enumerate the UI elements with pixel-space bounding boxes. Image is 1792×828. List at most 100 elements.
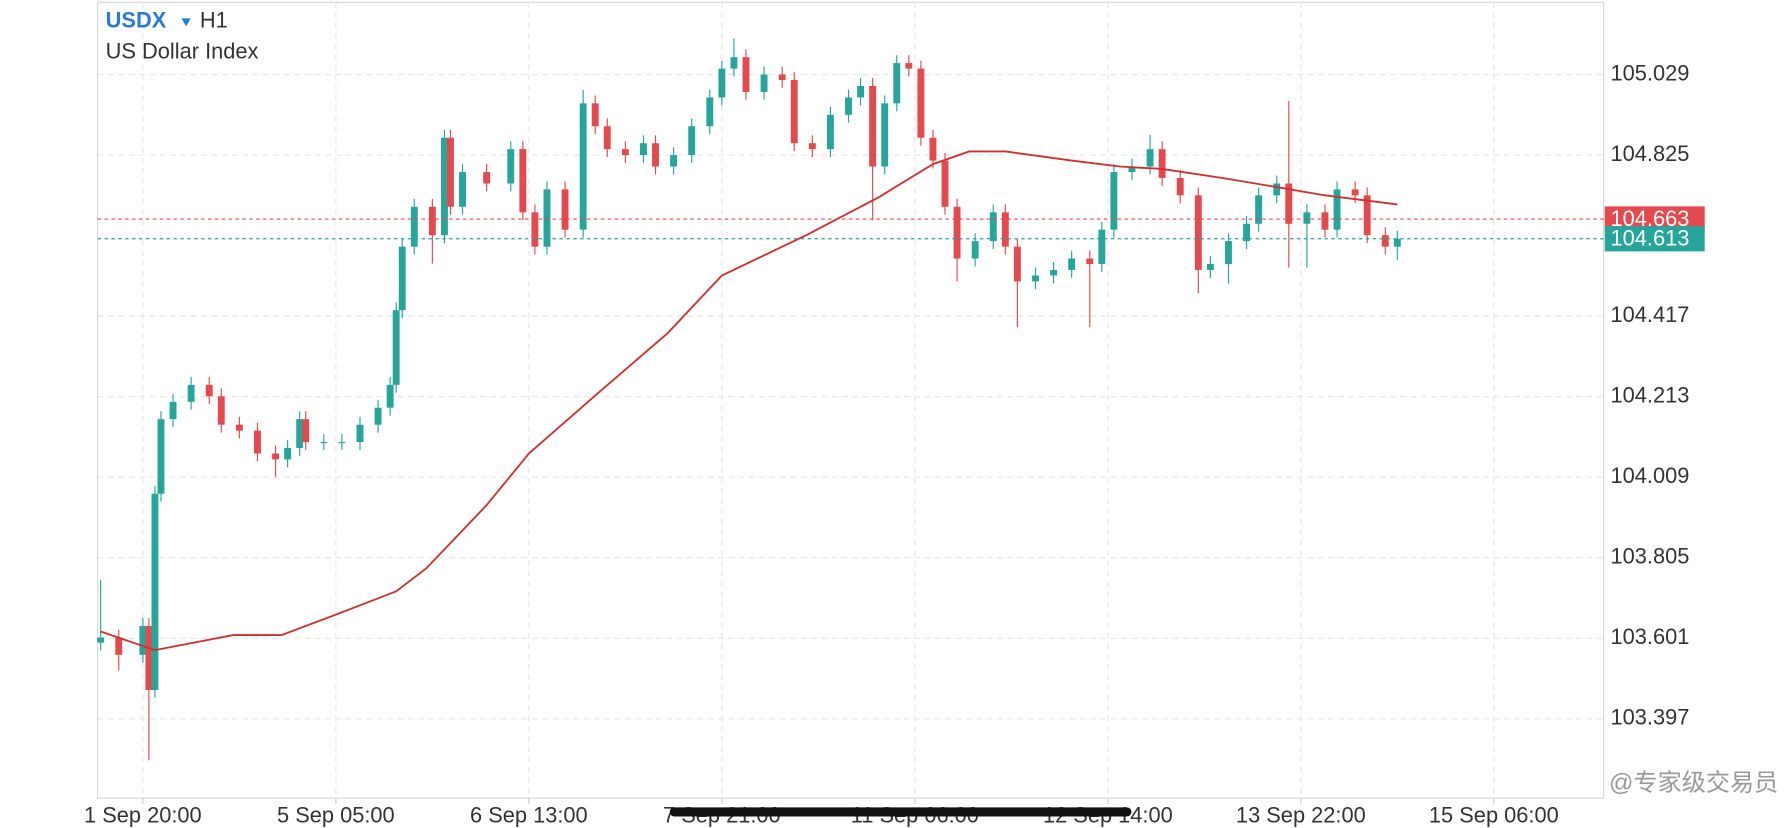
- y-tick-label: 104.825: [1611, 141, 1690, 166]
- candle-body: [1351, 189, 1359, 196]
- instrument-name: US Dollar Index: [106, 39, 259, 64]
- candle-body: [905, 63, 913, 69]
- candle-body: [1206, 264, 1214, 270]
- candle-body: [1333, 189, 1341, 230]
- candle-body: [519, 149, 527, 213]
- candle-body: [561, 189, 569, 230]
- candle-body: [398, 246, 406, 311]
- candle-body: [1146, 149, 1154, 167]
- candle-body: [410, 206, 418, 247]
- price-label: 104.613: [1611, 226, 1690, 251]
- x-tick-label: 1 Sep 20:00: [84, 802, 202, 827]
- candle-body: [826, 114, 834, 150]
- candle-body: [579, 103, 587, 230]
- candle-body: [742, 57, 750, 92]
- candle-body: [205, 384, 213, 397]
- candle-body: [1032, 275, 1039, 282]
- symbol-dropdown[interactable]: [181, 18, 191, 27]
- candle-body: [869, 85, 877, 167]
- candle-body: [670, 155, 678, 167]
- labels: 103.397 103.601 103.805 104.009 104.213 104.4…: [84, 60, 1705, 827]
- candle-body: [440, 137, 448, 236]
- candle-body: [338, 442, 346, 444]
- candle-body: [320, 442, 328, 444]
- candle-body: [989, 212, 997, 242]
- candle-body: [652, 143, 659, 167]
- candle-body: [1255, 195, 1263, 224]
- plot-frame: [97, 1, 1605, 799]
- candle-body: [187, 384, 195, 402]
- candle-body: [428, 206, 436, 236]
- candle-body: [302, 419, 310, 443]
- candle-body: [1363, 195, 1371, 236]
- candle-body: [591, 103, 599, 127]
- candle-body: [1285, 183, 1293, 224]
- candle-body: [688, 126, 696, 156]
- candle-body: [507, 149, 515, 184]
- symbol[interactable]: USDX: [106, 8, 167, 33]
- y-tick-label: 104.009: [1611, 463, 1690, 488]
- candle-body: [1013, 246, 1021, 282]
- candle-body: [857, 85, 865, 98]
- candle-body: [254, 430, 261, 454]
- candle-body: [169, 401, 177, 420]
- candle-body: [392, 310, 400, 385]
- y-tick-label: 103.397: [1611, 705, 1690, 730]
- candle-body: [1176, 177, 1184, 196]
- candle-body: [1393, 238, 1401, 247]
- candle-body: [296, 419, 304, 448]
- candle-body: [543, 189, 551, 247]
- candle-body: [1303, 212, 1311, 224]
- candle-body: [621, 149, 629, 156]
- x-tick-label: 13 Sep 22:00: [1236, 802, 1366, 827]
- candle-body: [941, 160, 949, 207]
- watermark: @专家级交易员: [1609, 770, 1778, 797]
- candle-body: [1128, 166, 1136, 173]
- x-tick-label: 5 Sep 05:00: [277, 802, 395, 827]
- candle-body: [151, 493, 159, 690]
- timeframe[interactable]: H1: [200, 8, 228, 33]
- price-label-box: [1604, 226, 1705, 252]
- candle-body: [760, 74, 768, 92]
- candle-body: [531, 212, 539, 247]
- candle-body: [374, 407, 382, 425]
- candle-body: [730, 57, 738, 69]
- candle-body: [235, 424, 243, 431]
- candle-body: [1381, 235, 1389, 247]
- candle-body: [917, 68, 925, 138]
- x-tick-label: 15 Sep 06:00: [1429, 802, 1559, 827]
- candle-body: [971, 241, 979, 259]
- y-tick-label: 105.029: [1611, 60, 1690, 85]
- candle-body: [447, 137, 454, 207]
- candle-body: [97, 637, 105, 643]
- candle-body: [157, 419, 165, 494]
- candle-body: [1001, 212, 1009, 247]
- candle-body: [115, 637, 123, 655]
- candle-body: [893, 63, 901, 104]
- candle-body: [1321, 212, 1329, 230]
- candle-body: [706, 97, 714, 127]
- candle-body: [483, 172, 491, 184]
- candle-body: [217, 396, 225, 425]
- candle-body: [808, 143, 816, 150]
- candle-body: [1068, 258, 1076, 270]
- moving-average: [100, 150, 1398, 652]
- candle-body: [139, 626, 147, 655]
- candle-body: [1110, 172, 1118, 230]
- candle-body: [640, 143, 647, 156]
- candle-body: [1050, 269, 1058, 276]
- grid: [97, 2, 1604, 804]
- x-tick-label: 6 Sep 13:00: [470, 802, 588, 827]
- candle-body: [459, 172, 466, 207]
- y-tick-label: 104.213: [1611, 382, 1690, 407]
- scroll-bar[interactable]: [669, 807, 1132, 817]
- candle-body: [718, 68, 726, 98]
- candle-body: [881, 103, 889, 167]
- candle-body: [778, 74, 786, 81]
- y-tick-label: 104.417: [1611, 302, 1690, 327]
- candle-body: [1194, 195, 1202, 270]
- marks: [97, 38, 1604, 761]
- y-tick-label: 103.805: [1611, 543, 1690, 568]
- candle-body: [603, 126, 611, 150]
